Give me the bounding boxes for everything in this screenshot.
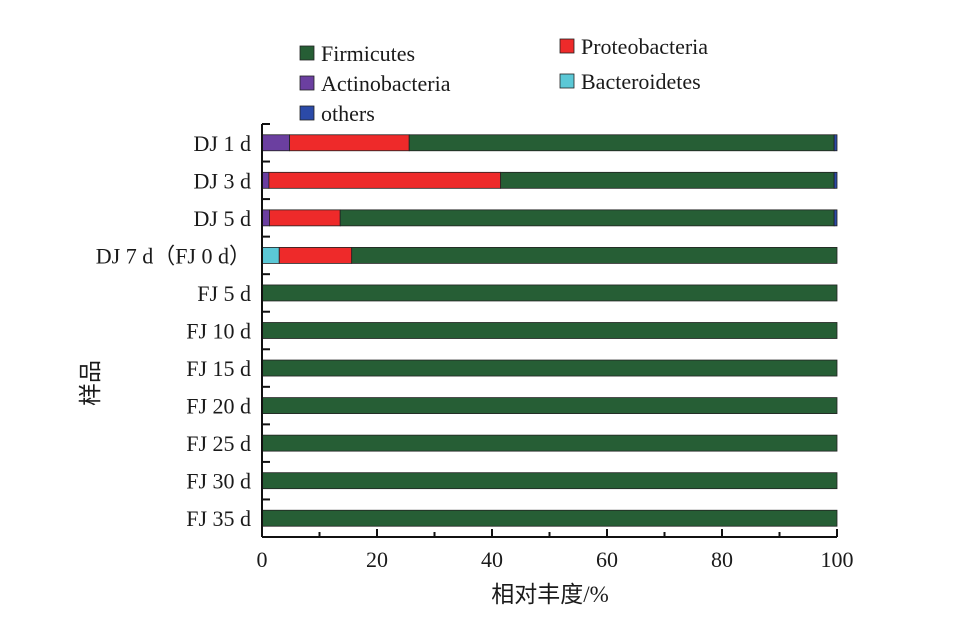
bar-segment-proteobacteria: [269, 209, 341, 227]
y-tick-label: DJ 7 d（FJ 0 d）: [96, 243, 251, 268]
bars: [261, 134, 838, 527]
bar-segment-firmicutes: [261, 359, 838, 377]
bar-segment-firmicutes: [261, 284, 838, 302]
bar-segment-actinobacteria: [261, 134, 291, 152]
bar-segment-proteobacteria: [289, 134, 410, 152]
bar-segment-firmicutes: [261, 322, 838, 339]
bar-segment-proteobacteria: [278, 247, 353, 264]
bar-segment-firmicutes: [339, 209, 835, 227]
bar-segment-others: [833, 171, 838, 189]
legend-label-proteobacteria: Proteobacteria: [581, 34, 708, 59]
legend-swatch-proteobacteria: [559, 38, 575, 54]
x-tick-label: 0: [257, 547, 268, 572]
x-tick-label: 20: [366, 547, 388, 572]
x-axis-title: 相对丰度/%: [491, 582, 609, 607]
bar-segment-firmicutes: [261, 472, 838, 490]
bar-segment-others: [833, 209, 838, 227]
bar-segment-bacteroidetes: [261, 247, 280, 264]
bar-segment-firmicutes: [408, 134, 835, 152]
legend-swatch-others: [299, 105, 315, 121]
bar-segment-firmicutes: [500, 171, 835, 189]
legend-label-others: others: [321, 101, 375, 126]
legend-swatch-actinobacteria: [299, 75, 315, 91]
y-ticks: DJ 1 d DJ 3 d DJ 5 d DJ 7 d（FJ 0 d） FJ 5 d FJ…: [96, 123, 270, 538]
y-tick-label: FJ 30 d: [186, 469, 251, 494]
y-tick-label: FJ 25 d: [186, 431, 251, 456]
legend-label-firmicutes: Firmicutes: [321, 41, 415, 66]
bar-segment-proteobacteria: [268, 171, 502, 189]
x-tick-label: 40: [481, 547, 503, 572]
legend-swatch-firmicutes: [299, 45, 315, 61]
legend-label-actinobacteria: Actinobacteria: [321, 71, 451, 96]
x-tick-label: 80: [711, 547, 733, 572]
y-tick-label: FJ 15 d: [186, 356, 251, 381]
bar-segment-firmicutes: [351, 247, 838, 264]
y-tick-label: DJ 3 d: [194, 168, 251, 193]
y-tick-label: DJ 1 d: [194, 131, 251, 156]
y-tick-label: FJ 20 d: [186, 394, 251, 419]
y-tick-label: FJ 5 d: [197, 281, 251, 306]
legend: Firmicutes Proteobacteria Actinobacteria Ba…: [299, 34, 708, 126]
bar-segment-firmicutes: [261, 434, 838, 452]
legend-label-bacteroidetes: Bacteroidetes: [581, 69, 701, 94]
bar-segment-actinobacteria: [261, 209, 270, 227]
legend-swatch-bacteroidetes: [559, 73, 575, 89]
x-tick-label: 100: [821, 547, 854, 572]
bar-segment-firmicutes: [261, 397, 838, 414]
x-ticks: 0 20 40 60 80 100: [257, 529, 854, 572]
y-axis-title: 样品: [78, 360, 103, 406]
x-tick-label: 60: [596, 547, 618, 572]
bar-segment-firmicutes: [261, 509, 838, 527]
bar-segment-others: [833, 134, 838, 152]
bar-segment-actinobacteria: [261, 171, 270, 189]
y-tick-label: FJ 10 d: [186, 319, 251, 344]
y-tick-label: FJ 35 d: [186, 506, 251, 531]
y-tick-label: DJ 5 d: [194, 206, 251, 231]
